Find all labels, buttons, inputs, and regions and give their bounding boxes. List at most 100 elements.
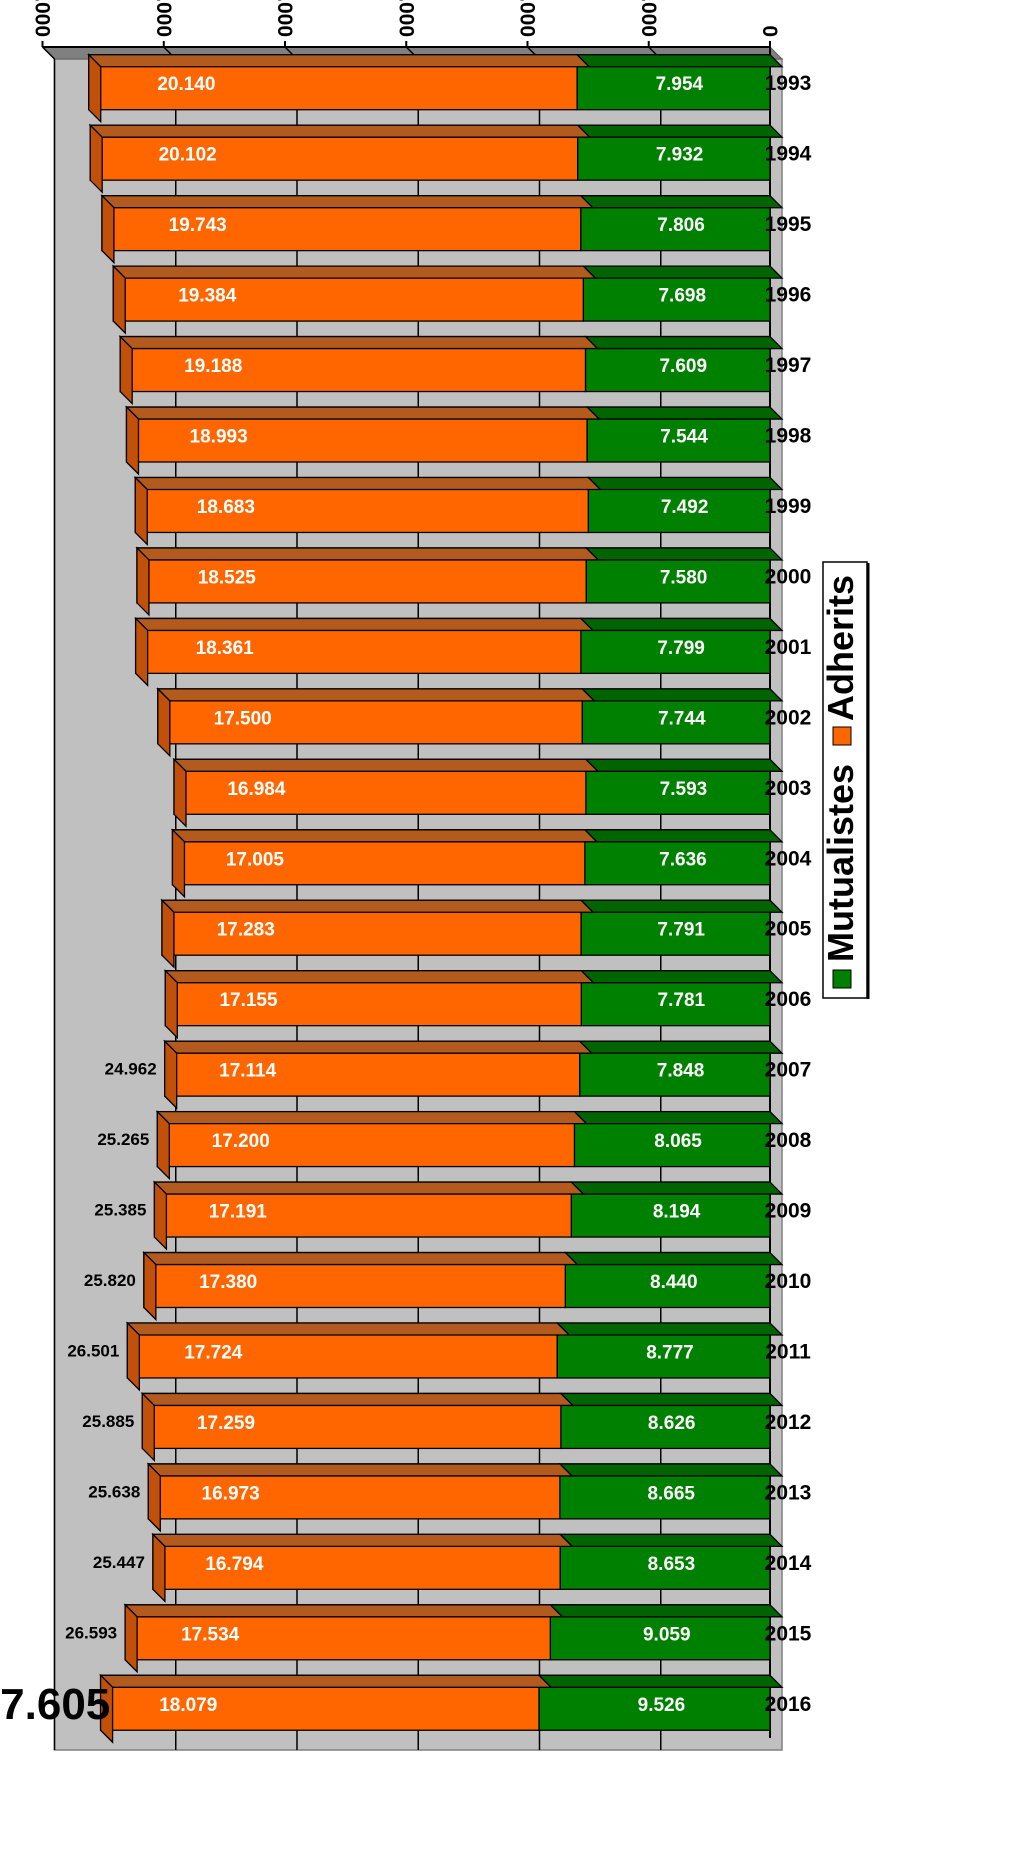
bar-end-cap — [119, 335, 133, 406]
bar-segment-depth — [125, 1322, 571, 1336]
bar-segment-depth — [576, 124, 784, 138]
data-label: 18.361 — [196, 638, 255, 659]
data-label: 7.954 — [656, 74, 704, 95]
bar-end-cap — [112, 264, 126, 335]
value-tick-label: 10.000 — [516, 0, 539, 37]
data-label: 17.380 — [199, 1272, 257, 1293]
total-label: 26.501 — [67, 1341, 119, 1360]
category-tick-label: 2001 — [765, 636, 812, 659]
data-label: 7.806 — [657, 215, 705, 236]
category-tick-label: 2015 — [765, 1622, 812, 1645]
data-label: 20.102 — [159, 145, 217, 166]
bar-segment-depth — [586, 476, 784, 491]
total-label: 25.385 — [94, 1201, 146, 1220]
axis-ticks: 0 5.000 10.000 15.000 20.000 25.000 30.000 — [31, 0, 781, 47]
category-tick-label: 2012 — [765, 1411, 812, 1434]
category-tick-label: 2000 — [765, 565, 812, 588]
bar-segment-depth — [134, 617, 595, 632]
total-label: 24.962 — [105, 1060, 157, 1079]
data-label: 16.984 — [227, 779, 286, 800]
bar-segment-depth — [170, 829, 599, 843]
bar-segment-depth — [99, 1674, 553, 1688]
bar-segment-depth — [537, 1674, 784, 1688]
bar-end-cap — [134, 616, 149, 687]
data-label: 7.799 — [657, 638, 705, 659]
bar-segment-depth — [118, 335, 600, 350]
bar-end-cap — [136, 546, 150, 617]
data-label: 8.194 — [653, 1202, 701, 1223]
bar-segment-depth — [569, 1181, 784, 1195]
total-label: 26.593 — [65, 1623, 117, 1642]
bar-segment-depth — [579, 899, 784, 913]
data-label: 8.653 — [648, 1554, 696, 1575]
legend: Mutualistes Adherits — [820, 561, 870, 999]
bar-end-cap — [89, 123, 103, 194]
bar-segment-depth — [559, 1392, 784, 1407]
data-label: 19.188 — [184, 356, 242, 377]
bar-segment-depth — [123, 1604, 564, 1618]
bar-segment-depth — [579, 617, 784, 632]
bar-segment-depth — [548, 1604, 784, 1618]
category-tick-label: 2009 — [765, 1200, 812, 1223]
data-label: 16.794 — [205, 1554, 264, 1575]
category-tick-label: 1995 — [765, 213, 812, 236]
category-tick-label: 2002 — [765, 706, 812, 729]
category-tick-label: 2006 — [765, 988, 812, 1011]
data-label: 19.384 — [178, 286, 237, 307]
bar-segment-depth — [146, 1463, 574, 1477]
gridline-diagonal — [41, 46, 56, 60]
category-tick-label: 2005 — [765, 918, 812, 941]
data-label: 18.079 — [159, 1695, 217, 1716]
bar-end-cap — [171, 828, 186, 899]
data-label: 17.114 — [219, 1061, 276, 1082]
data-label: 18.993 — [190, 427, 248, 448]
category-tick-label: 2007 — [765, 1059, 812, 1082]
category-tick-label: 2013 — [765, 1481, 812, 1504]
bar-segment-depth — [583, 829, 784, 843]
data-label: 7.932 — [656, 145, 704, 166]
bar-end-cap — [88, 53, 102, 124]
data-label: 19.743 — [169, 215, 227, 236]
bar-segment-depth — [572, 1110, 784, 1125]
bar-segment-depth — [88, 124, 592, 138]
bar-end-cap — [143, 1250, 157, 1322]
bar-end-cap — [134, 475, 148, 547]
bar-segment-depth — [584, 758, 784, 772]
bar-segment-depth — [111, 265, 597, 279]
bar-segment-depth — [579, 970, 784, 984]
data-label: 9.526 — [638, 1695, 686, 1716]
category-tick-label: 2016 — [765, 1693, 812, 1716]
bar-segment-depth — [585, 406, 784, 420]
bar-segment-depth — [579, 195, 784, 209]
bar-end-cap — [164, 1039, 178, 1110]
category-tick-label: 1997 — [765, 354, 812, 377]
value-tick-label: 15.000 — [394, 0, 417, 37]
bar-segment-depth — [135, 547, 600, 561]
data-label: 8.440 — [650, 1272, 698, 1293]
value-tick-label: 25.000 — [152, 0, 175, 37]
rotated-plot: 0 5.000 10.000 15.000 20.000 25.000 30.000 7.9… — [0, 0, 812, 1751]
category-tick-label: 2008 — [765, 1129, 812, 1152]
data-label: 17.191 — [209, 1202, 268, 1223]
value-tick-label: 30.000 — [31, 0, 54, 37]
bar-end-cap — [147, 1462, 161, 1533]
data-label: 8.665 — [647, 1483, 695, 1504]
bar-series — [87, 53, 784, 1744]
legend-swatch-adherits — [832, 726, 852, 746]
category-tick-label: 2003 — [765, 777, 812, 800]
bar-end-cap — [124, 1603, 138, 1674]
data-label: 16.973 — [202, 1483, 260, 1504]
data-label: 17.005 — [226, 849, 285, 870]
category-tick-label: 1996 — [765, 284, 812, 307]
bar-end-cap — [101, 194, 115, 265]
data-label: 18.683 — [197, 497, 255, 518]
bar-segment-depth — [555, 1322, 784, 1336]
data-label: 7.791 — [657, 920, 705, 941]
category-tick-label: 1994 — [765, 143, 812, 166]
bar-segment-depth — [578, 1040, 784, 1054]
value-tick-label: 0 — [758, 25, 781, 37]
category-tick-label: 1993 — [765, 72, 812, 95]
bar-segment-depth — [87, 54, 591, 68]
data-label: 7.744 — [658, 708, 706, 729]
bar-segment-depth — [152, 1181, 585, 1195]
